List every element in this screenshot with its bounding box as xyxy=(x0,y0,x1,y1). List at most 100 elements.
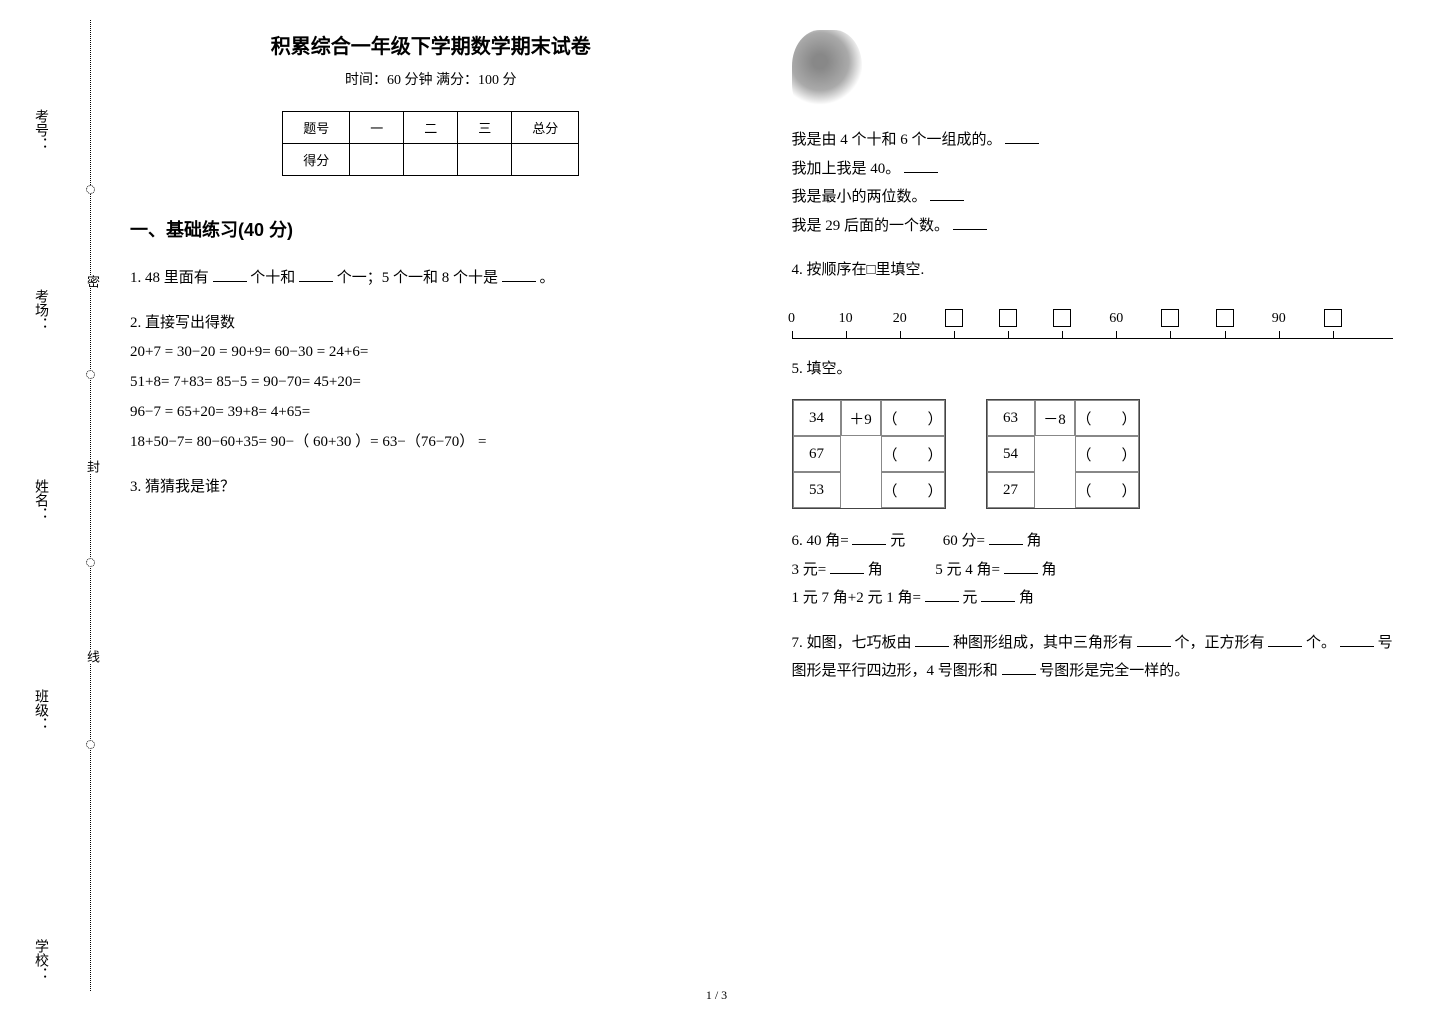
field-school-label: 学校： xyxy=(30,939,50,981)
number-line: 010206090 xyxy=(792,301,1394,349)
number-line-tick xyxy=(1225,331,1226,339)
riddle-line: 我是 29 后面的一个数。 xyxy=(792,218,950,234)
score-head-cell: 二 xyxy=(404,112,458,144)
score-head-cell: 一 xyxy=(350,112,404,144)
q7-text: 个。 xyxy=(1306,635,1336,651)
question-4-label: 4. 按顺序在□里填空. xyxy=(792,256,1394,285)
fill-blank xyxy=(953,215,987,230)
arith-line: 20+7 = 30−20 = 90+9= 60−30 = 24+6= xyxy=(130,337,732,367)
q7-text: 7. 如图，七巧板由 xyxy=(792,635,912,651)
number-line-label: 0 xyxy=(788,311,795,327)
binding-circle xyxy=(86,370,95,379)
ftab-cell: （ ） xyxy=(1075,436,1139,472)
number-line-tick xyxy=(954,331,955,339)
score-cell xyxy=(404,144,458,176)
score-cell xyxy=(512,144,579,176)
q6-text: 角 xyxy=(1019,590,1034,606)
score-cell xyxy=(458,144,512,176)
number-line-label: 10 xyxy=(839,311,853,327)
q3-label: 3. 猜猜我是谁？ xyxy=(130,479,235,495)
riddle-block: 我是由 4 个十和 6 个一组成的。 我加上我是 40。 我是最小的两位数。 我… xyxy=(792,126,1394,240)
ftab-cell: （ ） xyxy=(881,436,945,472)
q1-text: 。 xyxy=(540,270,555,286)
fill-table-left: 34 ＋9 （ ） 67 （ ） 53 （ ） xyxy=(792,399,946,509)
question-1: 1. 48 里面有 个十和 个一；5 个一和 8 个十是 。 xyxy=(130,264,732,293)
score-table: 题号 一 二 三 总分 得分 xyxy=(282,111,579,176)
number-line-tick xyxy=(846,331,847,339)
fill-blank xyxy=(830,559,864,574)
number-line-box xyxy=(1216,309,1234,327)
ftab-cell: 34 xyxy=(793,400,841,436)
question-7: 7. 如图，七巧板由 种图形组成，其中三角形有 个，正方形有 个。 号图形是平行… xyxy=(792,629,1394,686)
question-5-label: 5. 填空。 xyxy=(792,355,1394,384)
number-line-box xyxy=(999,309,1017,327)
question-6: 6. 40 角= 元 60 分= 角 3 元= 角 5 元 4 角= 角 1 元… xyxy=(792,527,1394,613)
fill-table-right: 63 －8 （ ） 54 （ ） 27 （ ） xyxy=(986,399,1140,509)
number-line-tick xyxy=(1333,331,1334,339)
page-number: 1 / 3 xyxy=(706,988,727,1003)
ftab-cell: （ ） xyxy=(1075,472,1139,508)
q1-text: 个十和 xyxy=(250,270,295,286)
number-line-box xyxy=(1161,309,1179,327)
q6-text: 元 xyxy=(962,590,977,606)
score-table-head-row: 题号 一 二 三 总分 xyxy=(283,112,579,144)
q6-text: 角 xyxy=(1041,562,1056,578)
fill-tables: 34 ＋9 （ ） 67 （ ） 53 （ ） 63 －8 （ ） 54 （ ）… xyxy=(792,399,1394,509)
number-line-box xyxy=(1324,309,1342,327)
number-line-label: 60 xyxy=(1109,311,1123,327)
fill-blank xyxy=(1137,632,1171,647)
arith-line: 96−7 = 65+20= 39+8= 4+65= xyxy=(130,397,732,427)
number-line-tick xyxy=(1170,331,1171,339)
score-row-label: 得分 xyxy=(283,144,350,176)
riddle-line: 我加上我是 40。 xyxy=(792,161,901,177)
number-line-box xyxy=(945,309,963,327)
number-line-tick xyxy=(1279,331,1280,339)
q6-text: 6. 40 角= xyxy=(792,533,849,549)
riddle-line: 我是由 4 个十和 6 个一组成的。 xyxy=(792,132,1002,148)
fill-blank xyxy=(1002,660,1036,675)
arith-line: 51+8= 7+83= 85−5 = 90−70= 45+20= xyxy=(130,367,732,397)
q2-label: 2. 直接写出得数 xyxy=(130,309,732,338)
ftab-op: ＋9 xyxy=(841,400,881,436)
fill-blank xyxy=(1268,632,1302,647)
page-content: 积累综合一年级下学期数学期末试卷 时间：60 分钟 满分：100 分 题号 一 … xyxy=(130,30,1393,981)
fill-blank xyxy=(915,632,949,647)
number-line-label: 20 xyxy=(893,311,907,327)
q6-text: 5 元 4 角= xyxy=(935,562,1000,578)
ftab-cell: （ ） xyxy=(881,472,945,508)
ftab-cell: 63 xyxy=(987,400,1035,436)
ftab-cell: 53 xyxy=(793,472,841,508)
fill-blank xyxy=(904,158,938,173)
field-num-label: 考号： xyxy=(30,109,50,151)
q7-text: 种图形组成，其中三角形有 xyxy=(953,635,1133,651)
fill-blank xyxy=(930,186,964,201)
q6-text: 元 xyxy=(890,533,905,549)
field-name-label: 姓名： xyxy=(30,479,50,521)
page-subtitle: 时间：60 分钟 满分：100 分 xyxy=(130,69,732,89)
left-column: 积累综合一年级下学期数学期末试卷 时间：60 分钟 满分：100 分 题号 一 … xyxy=(130,30,732,981)
q6-text: 角 xyxy=(868,562,883,578)
binding-char-xian: 线 xyxy=(83,650,102,663)
question-2: 2. 直接写出得数 20+7 = 30−20 = 90+9= 60−30 = 2… xyxy=(130,309,732,458)
binding-circle xyxy=(86,558,95,567)
q6-text: 60 分= xyxy=(943,533,985,549)
fill-blank xyxy=(981,587,1015,602)
binding-char-mi: 密 xyxy=(83,275,102,288)
number-line-label: 90 xyxy=(1272,311,1286,327)
ftab-cell: 27 xyxy=(987,472,1035,508)
fill-blank xyxy=(502,267,536,282)
q7-text: 号图形是完全一样的。 xyxy=(1039,663,1189,679)
fill-blank xyxy=(1004,559,1038,574)
score-head-cell: 总分 xyxy=(512,112,579,144)
fill-blank xyxy=(989,530,1023,545)
q6-text: 角 xyxy=(1026,533,1041,549)
binding-circle xyxy=(86,740,95,749)
ftab-cell: 67 xyxy=(793,436,841,472)
field-room-label: 考场： xyxy=(30,289,50,331)
number-line-tick xyxy=(1008,331,1009,339)
number-line-tick xyxy=(1116,331,1117,339)
q1-text: 个一；5 个一和 8 个十是 xyxy=(337,270,498,286)
section-1-heading: 一、基础练习(40 分) xyxy=(130,216,732,242)
arith-line: 18+50−7= 80−60+35= 90−（ 60+30 ）= 63−（76−… xyxy=(130,427,732,457)
q7-text: 个，正方形有 xyxy=(1175,635,1265,651)
